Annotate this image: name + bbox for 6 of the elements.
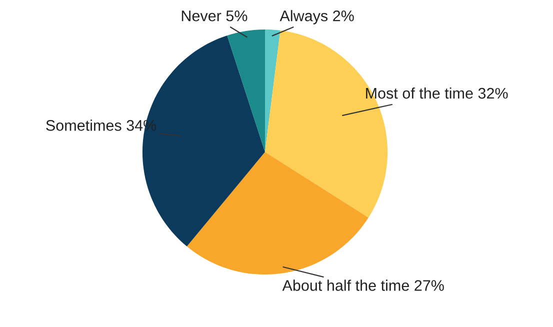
slice-label: About half the time 27%: [282, 280, 444, 291]
slice-label: Always 2%: [280, 10, 354, 24]
pie-slice: [265, 29, 280, 152]
pie-slice: [227, 29, 265, 152]
pie-slice: [186, 152, 368, 275]
slice-label: Never 5%: [182, 10, 248, 22]
